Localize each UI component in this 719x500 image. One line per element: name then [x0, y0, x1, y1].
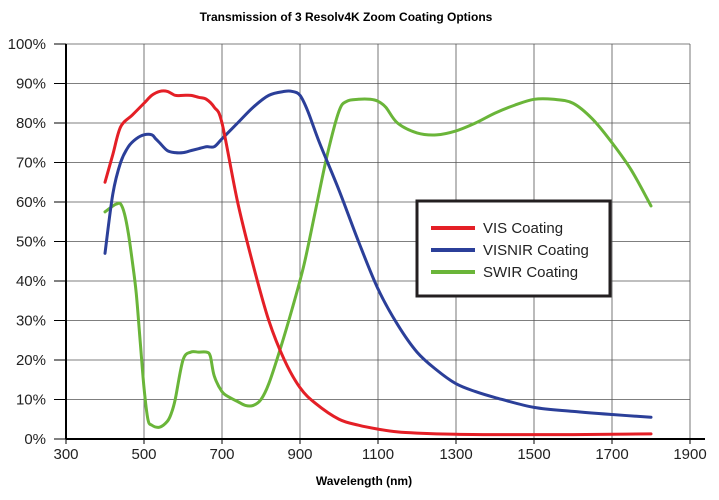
series-line-swir-coating — [103, 97, 653, 429]
y-tick-label: 90% — [16, 76, 46, 93]
x-tick-label: 700 — [209, 446, 234, 463]
axes — [54, 43, 705, 444]
x-tick-label: 300 — [53, 446, 78, 463]
chart-title: Transmission of 3 Resolv4K Zoom Coating … — [200, 10, 493, 24]
y-tick-label: 40% — [16, 273, 46, 290]
x-tick-label: 500 — [131, 446, 156, 463]
x-tick-label: 1100 — [362, 446, 394, 463]
legend-label-visnir-coating: VISNIR Coating — [483, 242, 589, 259]
x-tick-label: 1900 — [673, 446, 706, 463]
x-tick-label: 1300 — [439, 446, 472, 463]
legend-label-vis-coating: VIS Coating — [483, 220, 563, 237]
x-axis-title: Wavelength (nm) — [316, 474, 412, 488]
x-tick-label: 1500 — [517, 446, 550, 463]
series-lines — [103, 89, 653, 437]
y-tick-label: 10% — [16, 392, 46, 409]
y-tick-label: 20% — [16, 352, 46, 369]
legend-label-swir-coating: SWIR Coating — [483, 264, 578, 281]
x-tick-label: 1700 — [595, 446, 628, 463]
x-tick-label: 900 — [287, 446, 312, 463]
y-tick-label: 30% — [16, 313, 46, 330]
y-tick-label: 80% — [16, 115, 46, 132]
y-tick-label: 100% — [8, 36, 46, 53]
y-tick-label: 50% — [16, 234, 46, 251]
legend: VIS Coating VISNIR Coating SWIR Coating — [415, 199, 612, 298]
series-line-visnir-coating — [103, 89, 653, 419]
series-line-vis-coating — [103, 89, 653, 437]
tick-labels: 0% 10% 20% 30% 40% 50% 60% 70% 80% 90% 100% 300 500 7… — [8, 36, 707, 463]
y-tick-label: 0% — [24, 431, 46, 448]
y-tick-label: 70% — [16, 155, 46, 172]
y-tick-label: 60% — [16, 194, 46, 211]
